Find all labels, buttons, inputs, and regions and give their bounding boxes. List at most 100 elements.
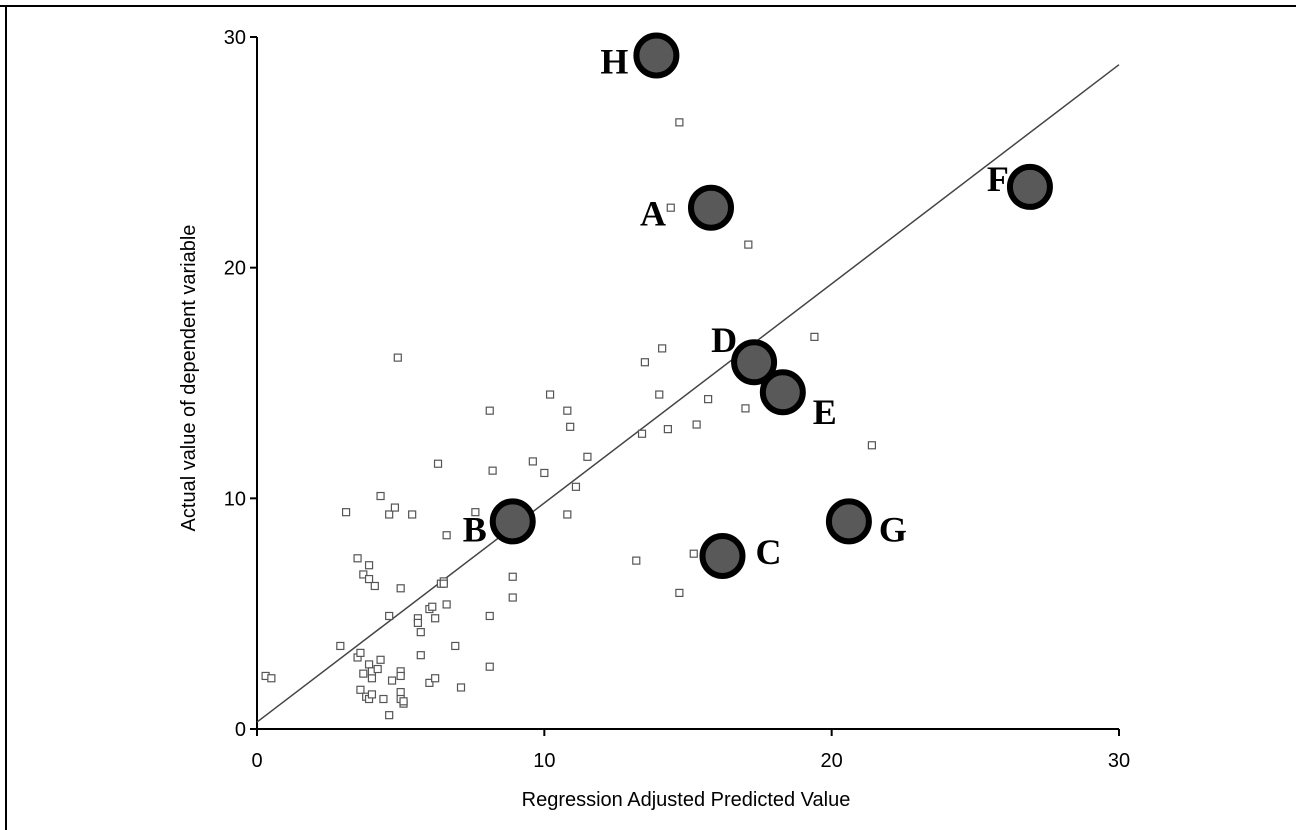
data-point-marker xyxy=(439,579,448,588)
data-point-marker xyxy=(488,466,497,475)
data-point-marker xyxy=(379,694,388,704)
data-point-marker xyxy=(675,118,684,127)
y-tick-label: 30 xyxy=(224,27,246,49)
point-label-a: A xyxy=(640,194,666,234)
data-point-marker xyxy=(387,676,397,685)
y-tick-label: 0 xyxy=(235,719,246,741)
point-label-f: F xyxy=(987,159,1009,199)
data-point-marker xyxy=(689,549,698,558)
highlighted-point-h xyxy=(633,32,680,79)
highlighted-point-d xyxy=(731,339,778,386)
data-point-marker xyxy=(810,332,819,341)
y-axis-title: Actual value of dependent variable xyxy=(178,225,200,532)
data-point-marker xyxy=(370,581,379,591)
data-point-marker xyxy=(425,678,434,687)
data-point-marker xyxy=(485,406,494,415)
data-point-marker xyxy=(655,390,664,399)
data-point-marker xyxy=(471,508,480,517)
data-point-marker xyxy=(385,611,394,621)
data-point-marker xyxy=(658,344,667,353)
data-point-marker xyxy=(359,570,368,579)
point-label-c: C xyxy=(755,532,781,572)
data-point-marker xyxy=(408,510,417,519)
data-point-marker xyxy=(416,628,425,637)
data-point-marker xyxy=(396,687,405,697)
data-point-marker xyxy=(563,406,572,415)
x-tick-label: 30 xyxy=(1108,750,1130,772)
data-point-marker xyxy=(442,600,451,609)
data-point-marker xyxy=(396,584,405,593)
data-point-marker xyxy=(341,508,351,517)
data-point-marker xyxy=(563,510,572,519)
highlighted-point-g xyxy=(825,498,872,545)
data-point-marker xyxy=(390,503,400,512)
data-point-marker xyxy=(566,422,575,431)
data-point-marker xyxy=(704,395,713,404)
regression-fit-line xyxy=(256,64,1120,723)
data-point-marker xyxy=(428,602,437,611)
data-point-marker xyxy=(571,482,581,491)
y-tick-label: 20 xyxy=(224,258,246,280)
data-point-marker xyxy=(675,588,684,598)
data-point-marker xyxy=(663,425,672,434)
data-point-marker xyxy=(413,618,423,627)
data-point-marker xyxy=(364,574,374,584)
data-point-marker xyxy=(393,353,402,362)
data-point-marker xyxy=(451,641,460,651)
highlighted-point-b xyxy=(489,498,536,545)
point-label-h: H xyxy=(600,41,628,81)
data-point-marker xyxy=(431,614,440,623)
data-point-marker xyxy=(666,203,675,212)
data-point-marker xyxy=(373,664,382,674)
data-point-marker xyxy=(867,441,876,450)
highlighted-point-e xyxy=(759,369,806,416)
highlighted-point-c xyxy=(699,533,746,579)
data-point-marker xyxy=(637,429,647,438)
data-point-marker xyxy=(267,674,276,683)
data-point-marker xyxy=(744,240,753,249)
data-point-marker xyxy=(385,510,394,519)
data-point-marker xyxy=(640,358,650,367)
x-tick-label: 10 xyxy=(533,750,555,772)
data-point-marker xyxy=(528,457,537,466)
data-point-marker xyxy=(485,662,494,671)
data-point-marker xyxy=(508,593,517,602)
point-label-g: G xyxy=(879,509,907,549)
x-axis-title: Regression Adjusted Predicted Value xyxy=(522,789,851,811)
highlighted-point-f xyxy=(1006,163,1053,210)
point-label-e: E xyxy=(813,392,837,432)
x-tick-label: 0 xyxy=(251,750,262,772)
point-label-d: D xyxy=(711,320,737,360)
data-point-marker xyxy=(508,572,517,581)
plot-area: 0 10 20 30 0 10 20 30 H A F D E B C G xyxy=(224,27,1130,772)
data-point-marker xyxy=(376,655,385,664)
y-tick-label: 10 xyxy=(224,488,246,510)
data-point-marker xyxy=(741,404,750,413)
data-point-marker xyxy=(632,556,641,565)
data-point-marker xyxy=(336,641,345,651)
highlighted-point-a xyxy=(687,184,734,231)
data-point-marker xyxy=(364,660,374,669)
data-point-marker xyxy=(416,651,425,660)
data-point-marker xyxy=(385,711,394,720)
data-point-marker xyxy=(367,674,377,683)
data-point-marker xyxy=(442,531,451,540)
data-point-marker xyxy=(545,390,555,399)
x-tick-label: 20 xyxy=(821,750,843,772)
data-point-marker xyxy=(485,611,494,621)
data-point-marker xyxy=(356,648,365,657)
point-label-b: B xyxy=(463,509,487,549)
data-point-marker xyxy=(364,561,374,570)
data-point-marker xyxy=(431,674,440,683)
data-point-marker xyxy=(353,554,362,563)
data-point-marker xyxy=(540,468,549,478)
data-point-marker xyxy=(356,685,365,694)
data-point-marker xyxy=(583,452,592,461)
data-point-marker xyxy=(456,683,466,692)
data-point-marker xyxy=(692,420,701,429)
data-point-marker xyxy=(367,690,377,699)
data-point-marker xyxy=(396,671,405,681)
data-point-marker xyxy=(376,491,385,501)
data-point-marker xyxy=(433,459,443,468)
